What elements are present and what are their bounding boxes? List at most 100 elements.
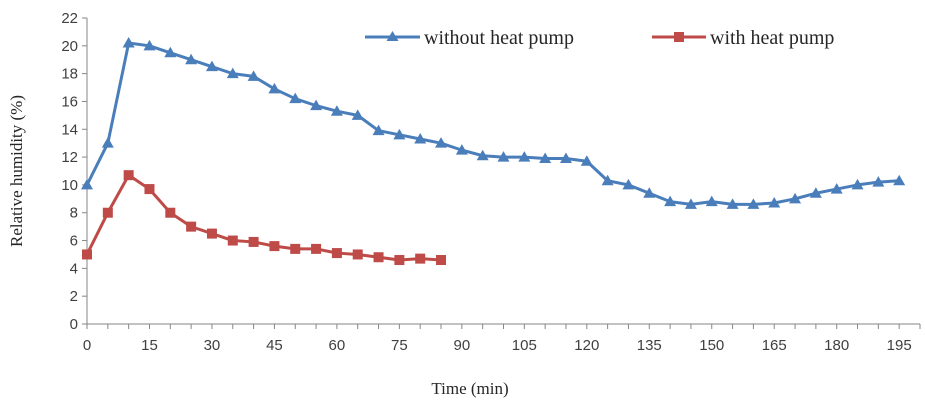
x-tick-label: 195 — [887, 337, 912, 354]
data-point-triangle — [455, 144, 468, 155]
data-point-square — [186, 221, 197, 232]
y-tick-label: 8 — [70, 205, 78, 222]
x-tick-label: 120 — [574, 337, 599, 354]
data-point-triangle — [497, 151, 510, 162]
y-tick-label: 10 — [61, 177, 78, 194]
data-point-triangle — [351, 109, 364, 120]
y-tick-label: 2 — [70, 288, 78, 305]
data-point-square — [394, 255, 405, 266]
data-point-square — [102, 207, 113, 218]
chart-axes: 0 2 4 6 8 10 12 14 16 18 20 22 0 15 30 45 60 75 90 105 120 13… — [61, 10, 921, 354]
data-point-square — [165, 207, 176, 218]
data-point-triangle — [580, 155, 593, 166]
data-point-triangle — [705, 195, 718, 207]
x-axis-title: Time (min) — [431, 379, 508, 398]
data-point-square — [436, 255, 447, 266]
data-point-triangle — [789, 192, 802, 204]
y-tick-label: 16 — [61, 93, 78, 110]
x-tick-label: 75 — [391, 337, 408, 354]
data-point-triangle — [559, 152, 572, 163]
data-point-triangle — [435, 137, 448, 148]
data-point-square — [269, 241, 280, 252]
data-point-triangle — [809, 187, 822, 198]
series-without-heat-pump — [81, 37, 906, 209]
data-point-triangle — [893, 174, 906, 186]
data-point-square — [290, 243, 301, 254]
data-point-triangle — [684, 198, 697, 209]
x-tick-label: 135 — [637, 337, 662, 354]
legend-label-without-heat-pump: without heat pump — [424, 27, 574, 49]
data-point-triangle — [539, 152, 552, 163]
legend-marker-triangle — [386, 31, 399, 41]
data-point-triangle — [747, 198, 760, 209]
data-point-square — [206, 228, 217, 239]
data-point-triangle — [164, 46, 177, 58]
data-point-triangle — [830, 183, 843, 194]
x-tick-label: 60 — [329, 337, 346, 354]
x-tick-label: 165 — [762, 337, 787, 354]
x-tick-label: 0 — [83, 337, 91, 354]
chart-legend: without heat pump with heat pump — [365, 27, 834, 49]
chart-series — [81, 37, 906, 266]
x-tick-label: 180 — [824, 337, 849, 354]
data-point-triangle — [601, 174, 614, 186]
data-point-square — [123, 170, 134, 181]
y-tick-label: 14 — [61, 121, 78, 138]
x-tick-label: 150 — [699, 337, 724, 354]
x-tick-label: 105 — [512, 337, 537, 354]
data-point-triangle — [851, 178, 864, 190]
data-point-square — [144, 184, 155, 195]
data-point-square — [227, 235, 238, 246]
data-point-square — [352, 249, 363, 260]
data-point-triangle — [664, 195, 677, 207]
data-point-triangle — [289, 92, 302, 104]
data-point-triangle — [330, 105, 343, 116]
data-point-square — [331, 248, 342, 259]
data-point-triangle — [143, 39, 156, 51]
x-tick-label: 30 — [204, 337, 221, 354]
y-tick-label: 4 — [70, 260, 78, 277]
y-tick-label: 0 — [70, 316, 78, 333]
data-point-square — [248, 236, 259, 247]
data-point-square — [82, 249, 92, 260]
data-point-triangle — [768, 196, 781, 208]
y-tick-label: 20 — [61, 38, 78, 55]
data-point-triangle — [310, 99, 323, 111]
series-with-heat-pump — [82, 170, 447, 266]
x-tick-label: 90 — [454, 337, 471, 354]
series-line-with-heat-pump — [85, 173, 442, 262]
y-tick-label: 22 — [61, 10, 78, 27]
y-axis-title: Relative humidity (%) — [7, 95, 26, 247]
y-tick-label: 6 — [70, 233, 78, 250]
data-point-triangle — [101, 137, 114, 148]
data-point-triangle — [122, 37, 135, 48]
data-point-triangle — [518, 151, 531, 162]
x-tick-label: 15 — [141, 337, 158, 354]
data-point-triangle — [226, 67, 239, 79]
data-point-square — [373, 252, 384, 263]
series-line-without-heat-pump — [85, 41, 900, 206]
data-point-triangle — [81, 178, 93, 190]
y-tick-label: 18 — [61, 66, 78, 83]
data-point-square — [311, 243, 322, 254]
x-tick-label: 45 — [266, 337, 283, 354]
data-point-triangle — [247, 70, 260, 81]
data-point-triangle — [872, 176, 885, 187]
data-point-triangle — [476, 149, 489, 161]
y-tick-label: 12 — [61, 149, 78, 166]
data-point-triangle — [622, 178, 635, 190]
data-point-triangle — [726, 198, 739, 209]
data-point-triangle — [393, 128, 406, 140]
legend-marker-square — [674, 32, 684, 42]
data-point-triangle — [414, 133, 427, 144]
data-point-square — [415, 253, 426, 264]
data-point-triangle — [185, 53, 198, 65]
data-point-triangle — [643, 187, 656, 198]
data-point-triangle — [205, 60, 218, 72]
data-point-triangle — [372, 124, 385, 136]
legend-label-with-heat-pump: with heat pump — [710, 27, 834, 49]
legend-item-with-heat-pump: with heat pump — [652, 27, 834, 49]
legend-item-without-heat-pump: without heat pump — [365, 27, 574, 49]
data-point-triangle — [268, 82, 281, 94]
